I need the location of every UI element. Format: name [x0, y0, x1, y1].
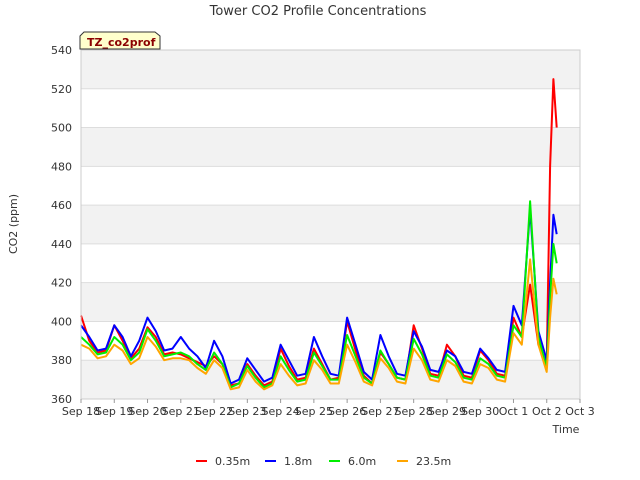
plot-lines [80, 78, 558, 391]
legend-label: 23.5m [416, 455, 451, 468]
x-tick-label: Sep 19 [95, 405, 133, 418]
background-band [81, 205, 580, 244]
x-tick-label: Sep 18 [62, 405, 100, 418]
y-tick-label: 520 [51, 83, 72, 96]
x-tick-label: Sep 30 [461, 405, 499, 418]
x-tick-label: Oct 1 [499, 405, 529, 418]
series-line-23-5m [80, 258, 558, 391]
x-tick-label: Sep 28 [395, 405, 433, 418]
y-tick-label: 480 [51, 160, 72, 173]
x-tick-label: Sep 29 [428, 405, 466, 418]
legend-label: 1.8m [284, 455, 312, 468]
legend-label: 6.0m [348, 455, 376, 468]
y-axis-label: CO2 (ppm) [7, 194, 20, 254]
y-tick-label: 440 [51, 238, 72, 251]
background-bands [81, 50, 580, 399]
legend-label: 0.35m [215, 455, 250, 468]
x-tick-label: Sep 26 [328, 405, 366, 418]
y-tick-label: 400 [51, 315, 72, 328]
y-tick-label: 360 [51, 393, 72, 406]
x-tick-label: Sep 27 [361, 405, 399, 418]
x-tick-label: Oct 2 [532, 405, 562, 418]
chart-title: Tower CO2 Profile Concentrations [209, 4, 427, 19]
background-band [81, 50, 580, 89]
dataset-badge: TZ_co2prof [79, 31, 161, 50]
y-tick-label: 460 [51, 199, 72, 212]
y-tick-label: 500 [51, 122, 72, 135]
dataset-badge-label: TZ_co2prof [87, 36, 156, 49]
y-tick-label: 420 [51, 277, 72, 290]
x-tick-label: Oct 3 [565, 405, 595, 418]
x-tick-label: Sep 21 [162, 405, 200, 418]
series-line-1-8m [80, 208, 558, 385]
series-line-6-0m [80, 200, 558, 389]
plot-frame [80, 49, 581, 400]
legend: 0.35m 1.8m 6.0m 23.5m [196, 455, 451, 468]
y-tick-label: 380 [51, 354, 72, 367]
x-tick-label: Sep 22 [195, 405, 233, 418]
x-tick-label: Sep 25 [295, 405, 333, 418]
y-axis-ticks: 360 380 400 420 440 460 480 500 520 540 [51, 44, 72, 406]
x-tick-label: Sep 23 [228, 405, 266, 418]
background-band [81, 282, 580, 322]
x-axis-label: Time [552, 423, 580, 436]
y-tick-label: 540 [51, 44, 72, 57]
x-tick-label: Sep 20 [128, 405, 166, 418]
background-band [81, 127, 580, 167]
x-tick-label: Sep 24 [261, 405, 299, 418]
